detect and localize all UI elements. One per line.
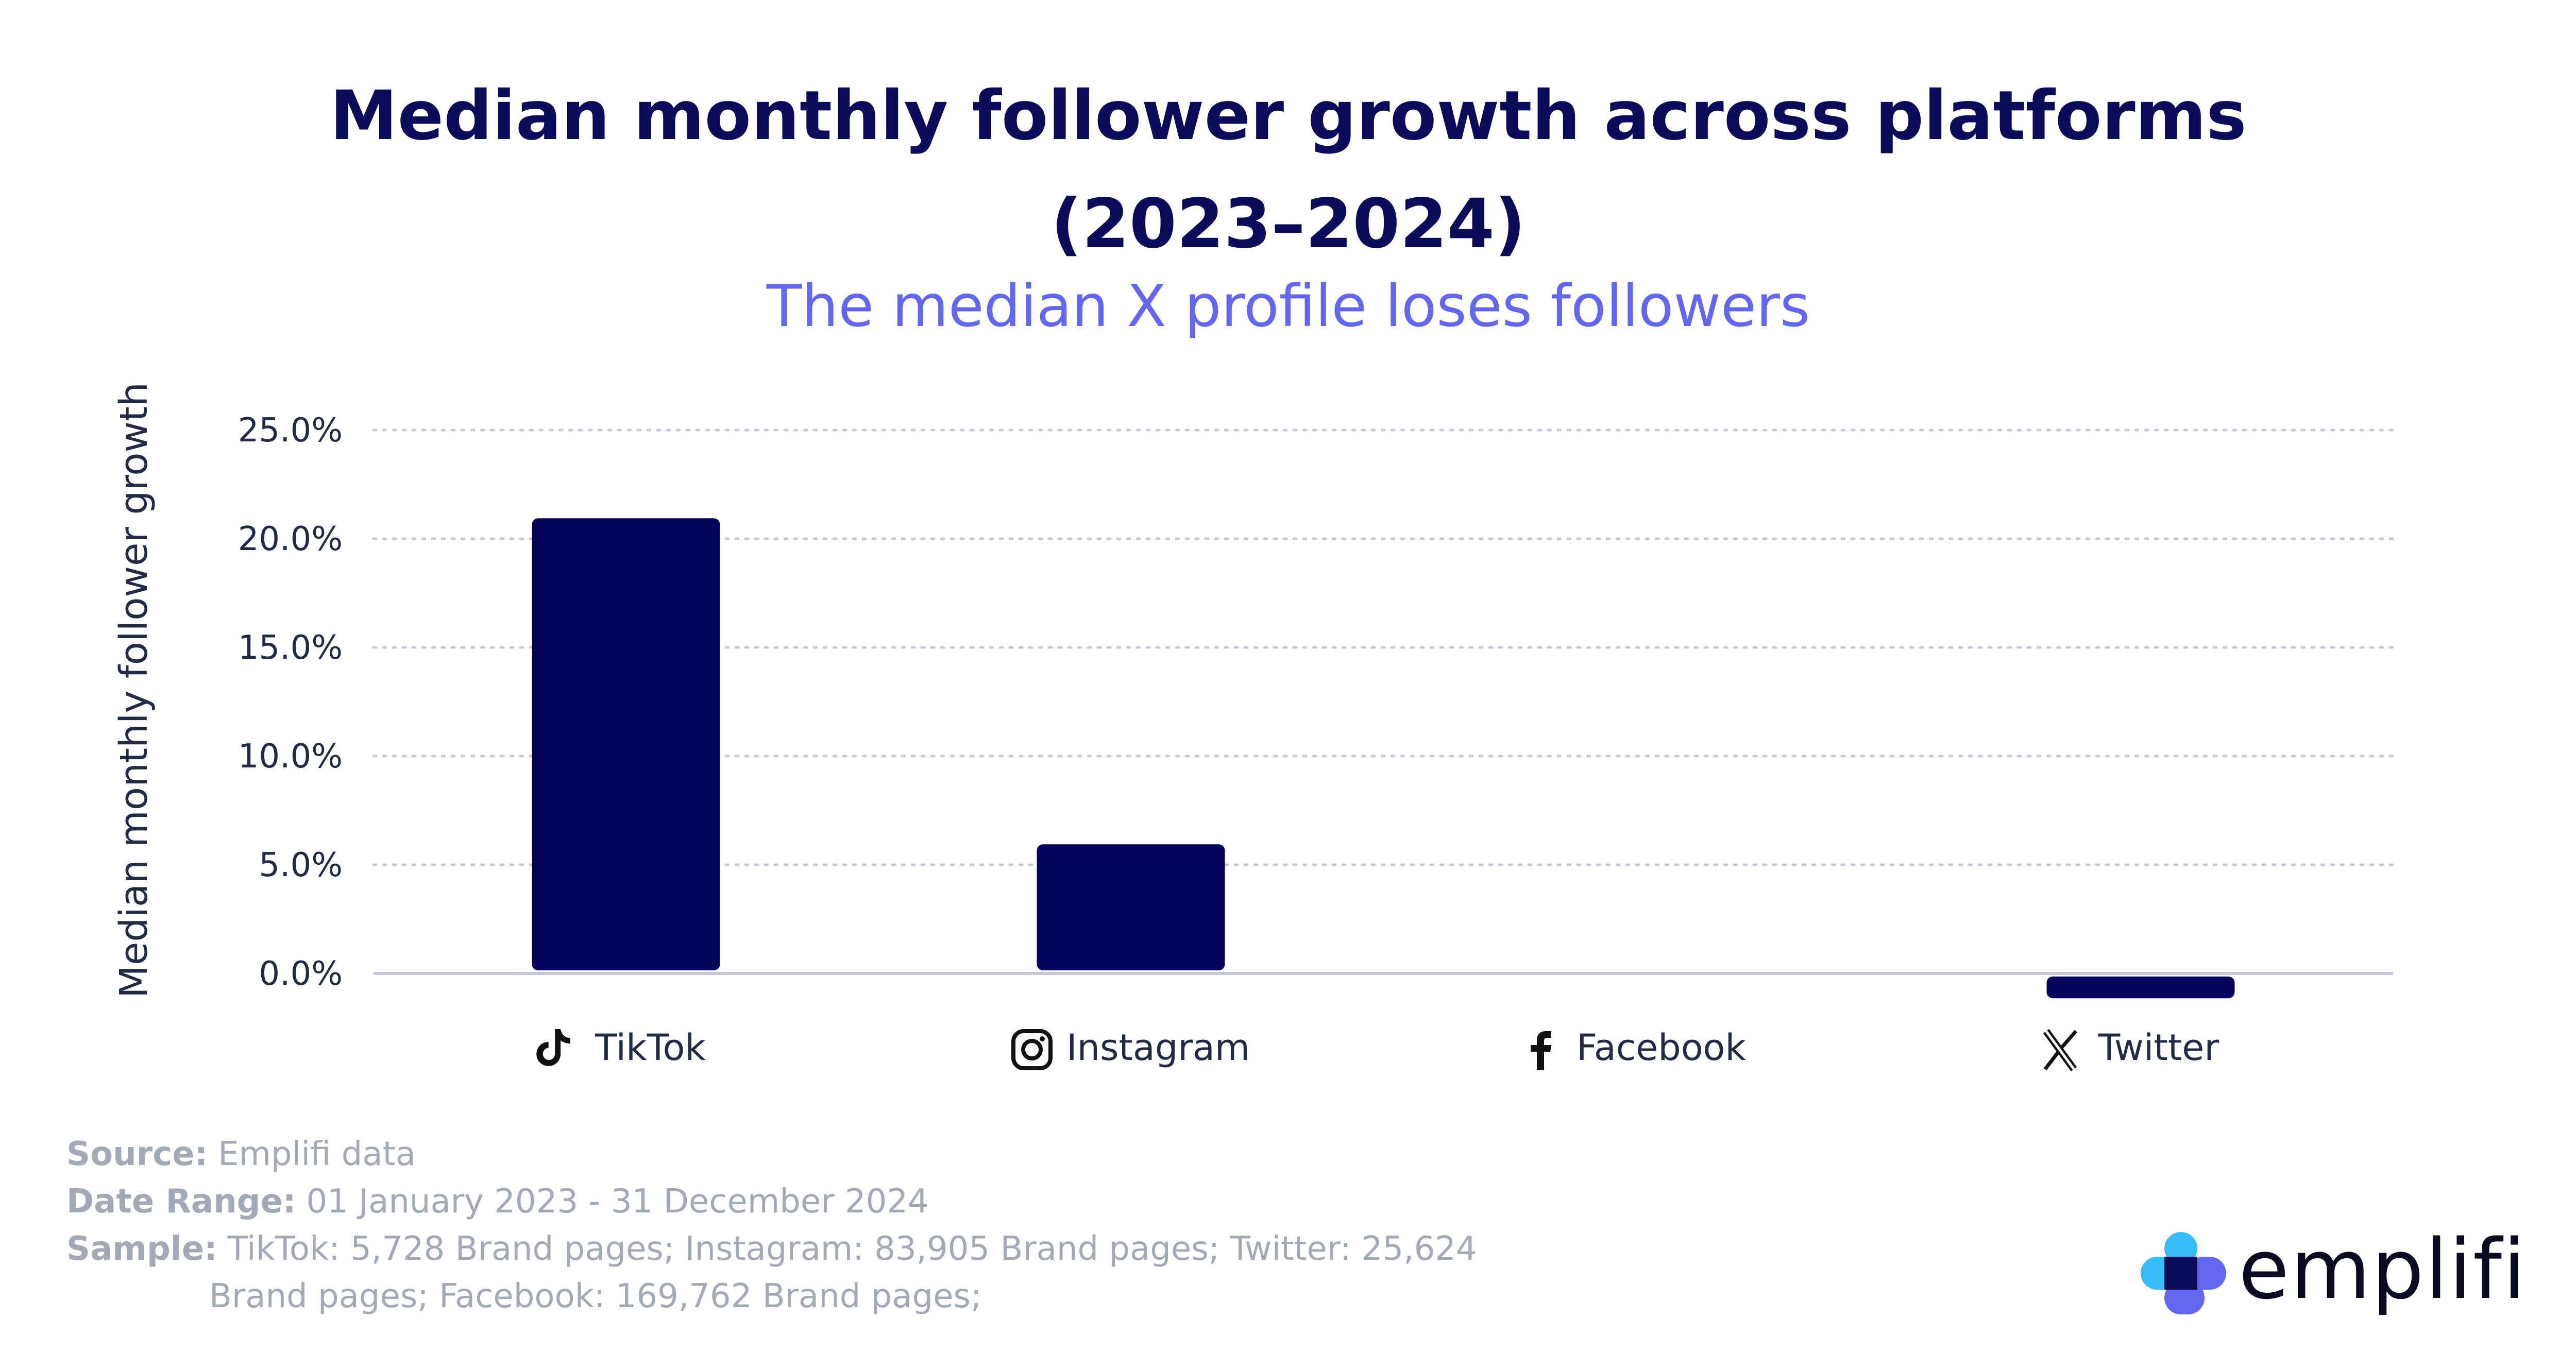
- facebook-icon: [1531, 1031, 1551, 1070]
- date-range-row: Date Range: 01 January 2023 - 31 December…: [66, 1178, 1477, 1225]
- x-category-label: Facebook: [1577, 1026, 1746, 1069]
- date-range-key: Date Range:: [66, 1183, 296, 1221]
- emplifi-logo-mark-icon: [2141, 1232, 2226, 1314]
- x-axis-categories: TikTok Instagram Facebook Twitter: [536, 1026, 2219, 1072]
- x-category-label: Instagram: [1066, 1026, 1250, 1069]
- y-axis-ticks: 0.0% 5.0% 10.0% 15.0% 20.0% 25.0%: [238, 412, 343, 993]
- y-tick-label: 10.0%: [238, 738, 343, 776]
- x-category-label: Twitter: [2098, 1026, 2219, 1069]
- chart-title-line-2: (2023–2024): [1050, 184, 1526, 264]
- chart-title: Median monthly follower growth across pl…: [0, 62, 2576, 278]
- bar-instagram: [1037, 844, 1225, 970]
- sample-key: Sample:: [66, 1230, 217, 1268]
- bars: [532, 518, 2235, 999]
- bar-tiktok: [532, 518, 720, 970]
- sample-row-continued: Brand pages; Facebook: 169,762 Brand pag…: [66, 1273, 1477, 1320]
- y-tick-label: 25.0%: [238, 412, 343, 450]
- x-icon: [2043, 1029, 2078, 1072]
- source-value: Emplifi data: [218, 1135, 416, 1173]
- y-tick-label: 5.0%: [259, 846, 343, 884]
- bar-chart: 0.0% 5.0% 10.0% 15.0% 20.0% 25.0% TikTok Insta…: [112, 382, 2395, 1072]
- bar-twitter: [2046, 977, 2235, 999]
- y-axis-label: Median monthly follower growth: [112, 382, 156, 998]
- sample-row: Sample: TikTok: 5,728 Brand pages; Instag…: [66, 1225, 1477, 1273]
- y-tick-label: 0.0%: [259, 955, 343, 993]
- date-range-value: 01 January 2023 - 31 December 2024: [306, 1183, 929, 1221]
- instagram-icon: [1011, 1029, 1053, 1070]
- chart-title-line-1: Median monthly follower growth across pl…: [330, 76, 2247, 156]
- sample-line-1: TikTok: 5,728 Brand pages; Instagram: 83…: [227, 1230, 1477, 1268]
- footer-notes: Source: Emplifi data Date Range: 01 Januar…: [66, 1131, 1477, 1320]
- brand-wordmark: emplifi: [2239, 1221, 2527, 1317]
- y-tick-label: 20.0%: [238, 520, 343, 558]
- sample-line-2: Brand pages; Facebook: 169,762 Brand pag…: [209, 1277, 982, 1315]
- source-key: Source:: [66, 1135, 208, 1173]
- y-tick-label: 15.0%: [238, 629, 343, 667]
- chart-subtitle: The median X profile loses followers: [766, 273, 1810, 340]
- x-category-label: TikTok: [595, 1026, 706, 1069]
- source-row: Source: Emplifi data: [66, 1131, 1477, 1178]
- tiktok-icon: [536, 1029, 570, 1066]
